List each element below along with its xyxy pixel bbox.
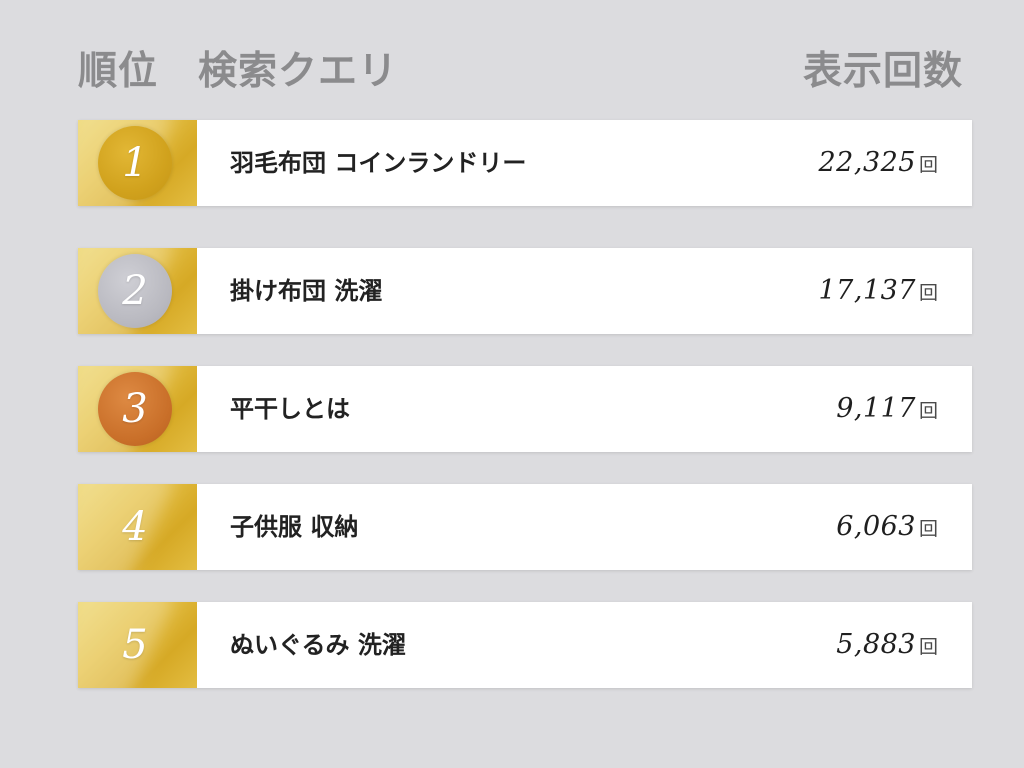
rank-cell: 3	[78, 366, 197, 452]
rank-number: 5	[122, 622, 148, 668]
gold-medal-icon	[98, 126, 172, 200]
impression-count: 22,325 回	[819, 120, 939, 206]
impression-count: 5,883 回	[836, 602, 938, 688]
impression-count-unit: 回	[918, 282, 938, 304]
search-query: ぬいぐるみ 洗濯	[230, 631, 406, 659]
impression-count-value: 9,117	[836, 393, 916, 424]
search-query: 掛け布団 洗濯	[230, 277, 383, 305]
impression-count-value: 6,063	[836, 511, 916, 542]
impression-count-unit: 回	[918, 400, 938, 422]
impression-count-value: 5,883	[836, 629, 916, 660]
header-rank-query-label: 順位 検索クエリ	[78, 49, 399, 94]
rank-cell: 2	[78, 248, 197, 334]
impression-count-value: 22,325	[818, 147, 916, 178]
rank-cell: 1	[78, 120, 197, 206]
header-impressions-label: 表示回数	[802, 49, 963, 94]
impression-count: 17,137 回	[819, 248, 939, 334]
ranking-row-5: 5 ぬいぐるみ 洗濯 5,883 回	[78, 602, 972, 688]
silver-medal-icon	[98, 254, 172, 328]
ranking-row-1: 1 羽毛布団 コインランドリー 22,325 回	[78, 120, 972, 206]
ranking-row-2: 2 掛け布団 洗濯 17,137 回	[78, 248, 972, 334]
impression-count: 6,063 回	[836, 484, 938, 570]
search-query: 羽毛布団 コインランドリー	[230, 149, 527, 177]
rank-cell: 5	[78, 602, 197, 688]
rank-number: 2	[122, 268, 148, 314]
ranking-header: 順位 検索クエリ 表示回数	[78, 40, 963, 96]
ranking-list: 1 羽毛布団 コインランドリー 22,325 回 2 掛け布団 洗濯 17,137…	[78, 120, 972, 688]
rank-number: 3	[122, 386, 148, 432]
impression-count-unit: 回	[918, 518, 938, 540]
impression-count-unit: 回	[918, 636, 938, 658]
rank-number: 1	[122, 140, 148, 186]
impression-count-value: 17,137	[818, 275, 916, 306]
impression-count-unit: 回	[918, 154, 938, 176]
search-query: 子供服 収納	[230, 513, 359, 541]
search-query: 平干しとは	[230, 395, 350, 423]
rank-cell: 4	[78, 484, 197, 570]
impression-count: 9,117 回	[836, 366, 938, 452]
bronze-medal-icon	[98, 372, 172, 446]
rank-number: 4	[122, 504, 148, 550]
ranking-row-4: 4 子供服 収納 6,063 回	[78, 484, 972, 570]
ranking-row-3: 3 平干しとは 9,117 回	[78, 366, 972, 452]
